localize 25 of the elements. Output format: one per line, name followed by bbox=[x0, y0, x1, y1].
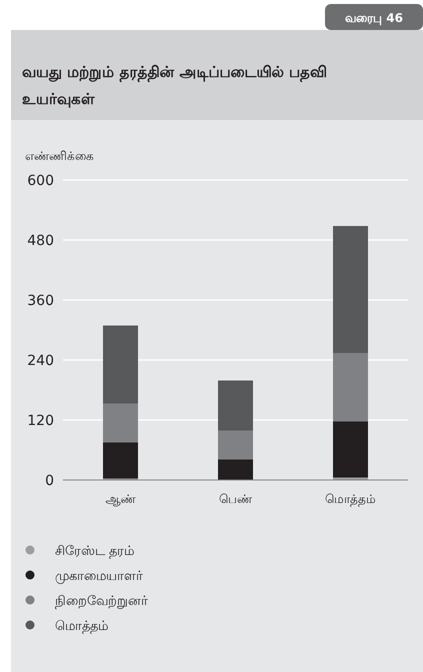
legend-label: நிறைவேற்றுனர் bbox=[55, 594, 148, 609]
chart-title: வயது மற்றும் தரத்தின் அடிப்படையில் பதவி உயர்வுகள் bbox=[22, 63, 327, 108]
y-axis-title: எண்ணிக்கை bbox=[25, 149, 94, 163]
bar bbox=[103, 404, 138, 442]
text: வரைபு 46 bbox=[345, 11, 403, 25]
legend-label: முகாமையாளர் bbox=[55, 569, 143, 584]
y-tick-label: 360 bbox=[27, 293, 54, 309]
bar bbox=[103, 326, 138, 404]
y-tick-label: 480 bbox=[27, 233, 54, 249]
bar bbox=[333, 422, 368, 478]
bar bbox=[103, 442, 138, 478]
bar bbox=[218, 430, 253, 460]
y-tick-label: 120 bbox=[27, 413, 54, 429]
y-tick-label: 0 bbox=[45, 473, 54, 489]
legend-label: சிரேஸ்ட தரம் bbox=[55, 544, 134, 559]
x-tick-label: மொத்தம் bbox=[325, 492, 376, 506]
bar bbox=[333, 353, 368, 422]
y-tick-label: 600 bbox=[27, 173, 54, 189]
bar bbox=[218, 380, 253, 430]
bar bbox=[218, 460, 253, 480]
bar bbox=[333, 226, 368, 353]
y-tick-label: 240 bbox=[27, 353, 54, 369]
x-tick-label: பெண் bbox=[219, 492, 253, 506]
x-tick-label: ஆண் bbox=[106, 492, 136, 506]
legend-label: மொத்தம் bbox=[55, 619, 108, 634]
